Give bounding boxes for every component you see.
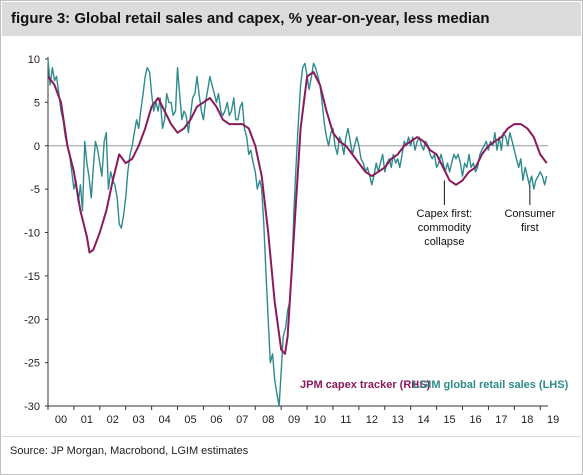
y-tick-label: 0 xyxy=(34,141,40,153)
y-tick-label: -20 xyxy=(24,314,40,326)
x-tick-label: 05 xyxy=(184,414,196,426)
chart-title: figure 3: Global retail sales and capex,… xyxy=(11,10,490,27)
capex-tracker-line xyxy=(47,71,548,355)
x-tick-label: 12 xyxy=(366,414,378,426)
chart-axes: 10 5 0 -5 -10 -15 -20 -25 -30 00 01 02 03 04 05 06 07 08 0… xyxy=(24,54,559,426)
x-tick-label: 18 xyxy=(521,414,533,426)
y-tick-label: -25 xyxy=(24,358,40,370)
x-tick-label: 14 xyxy=(418,414,430,426)
x-tick-label: 17 xyxy=(495,414,507,426)
retail-sales-line xyxy=(47,58,548,407)
annotation-label: Capex first: xyxy=(417,208,473,220)
y-tick-label: -30 xyxy=(24,401,40,413)
x-tick-label: 04 xyxy=(158,414,170,426)
annotation-label: first xyxy=(521,222,539,234)
x-tick-label: 13 xyxy=(392,414,404,426)
x-tick-label: 09 xyxy=(288,414,300,426)
x-tick-label: 15 xyxy=(443,414,455,426)
y-tick-label: -5 xyxy=(30,184,40,196)
chart-annotations: Capex first: commodity collapse Consumer fir… xyxy=(417,180,556,248)
x-tick-label: 11 xyxy=(340,414,351,426)
source-divider xyxy=(2,436,581,437)
x-tick-label: 16 xyxy=(469,414,481,426)
x-tick-label: 10 xyxy=(314,414,326,426)
x-tick-label: 07 xyxy=(236,414,248,426)
x-tick-label: 00 xyxy=(55,414,67,426)
legend-retail-label: LGIM global retail sales (LHS) xyxy=(413,379,569,391)
title-bar: figure 3: Global retail sales and capex,… xyxy=(2,2,581,36)
annotation-label: commodity xyxy=(418,222,472,234)
x-tick-label: 08 xyxy=(262,414,274,426)
chart-series xyxy=(47,58,548,407)
y-tick-label: -15 xyxy=(24,271,40,283)
source-note: Source: JP Morgan, Macrobond, LGIM estim… xyxy=(10,445,249,457)
x-tick-label: 06 xyxy=(210,414,222,426)
annotation-label: Consumer xyxy=(504,208,555,220)
y-tick-label: 10 xyxy=(28,54,40,66)
chart-legend: JPM capex tracker (RHS)LGIM global retai… xyxy=(300,379,569,391)
x-tick-label: 02 xyxy=(107,414,119,426)
y-tick-label: -10 xyxy=(24,228,40,240)
x-tick-label: 03 xyxy=(133,414,145,426)
legend-capex-label: JPM capex tracker (RHS) xyxy=(300,379,431,391)
y-tick-label: 5 xyxy=(34,97,40,109)
annotation-label: collapse xyxy=(424,236,464,248)
x-tick-label: 19 xyxy=(547,414,559,426)
x-tick-label: 01 xyxy=(81,414,93,426)
